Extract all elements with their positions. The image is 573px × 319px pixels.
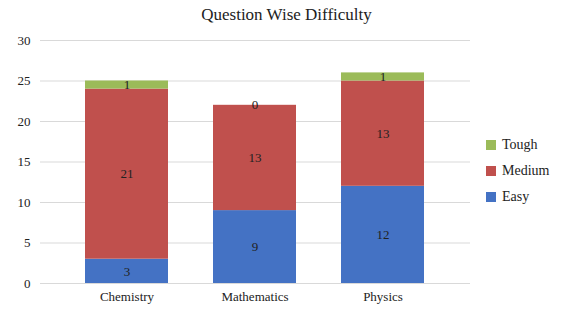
svg-text:Physics: Physics [363, 289, 403, 304]
svg-text:Chemistry: Chemistry [100, 289, 155, 304]
svg-text:1: 1 [124, 77, 131, 92]
svg-text:5: 5 [24, 235, 31, 250]
html-text:Tough: Tough [502, 136, 538, 152]
svg-text:20: 20 [18, 114, 31, 129]
svg-text:25: 25 [18, 73, 31, 88]
svg-text:Mathematics: Mathematics [221, 289, 288, 304]
html-text:Question Wise Difficulty: Question Wise Difficulty [201, 5, 372, 24]
svg-text:13: 13 [249, 150, 262, 165]
svg-text:0: 0 [24, 276, 31, 291]
html-text:Easy: Easy [502, 188, 530, 204]
html-text:Medium: Medium [502, 162, 550, 178]
svg-text:1: 1 [380, 69, 387, 84]
svg-text:15: 15 [18, 154, 31, 169]
svg-text:30: 30 [18, 33, 31, 48]
svg-text:13: 13 [377, 126, 390, 141]
svg-text:21: 21 [121, 166, 134, 181]
svg-text:0: 0 [252, 97, 259, 112]
svg-text:10: 10 [18, 195, 31, 210]
svg-text:12: 12 [377, 227, 390, 242]
svg-text:9: 9 [252, 239, 259, 254]
svg-text:3: 3 [124, 264, 131, 279]
